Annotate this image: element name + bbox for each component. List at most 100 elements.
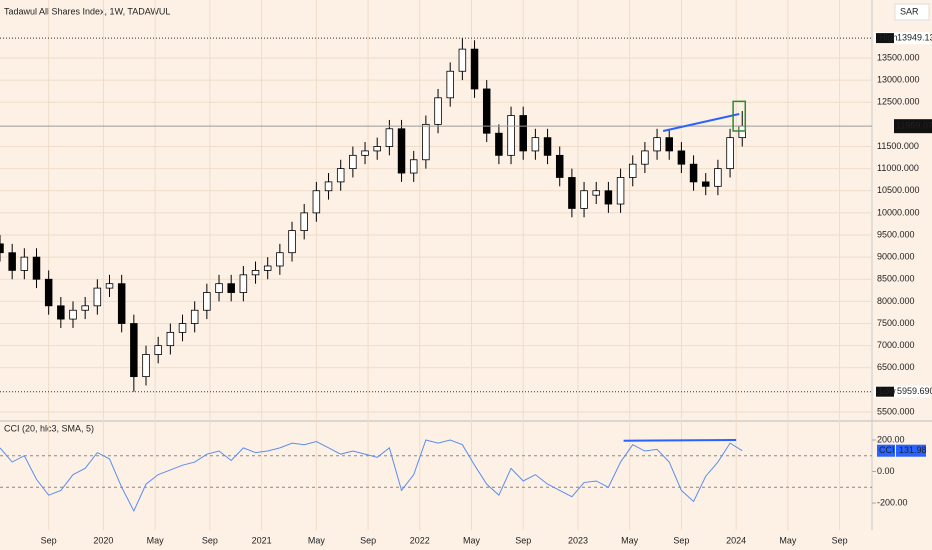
candle-body — [300, 212, 308, 231]
marker-value: 5959.690 — [897, 386, 932, 396]
candle-body — [324, 181, 333, 192]
y-tick-label: 7000.000 — [877, 340, 915, 350]
candle-body — [8, 252, 16, 271]
candle-body — [130, 323, 138, 378]
candle-body — [726, 137, 734, 170]
y-tick-label: 9000.000 — [877, 252, 915, 262]
candle-body — [263, 265, 272, 271]
candle-body — [312, 190, 321, 214]
marker-name: Low — [879, 386, 896, 396]
candle-body — [714, 168, 722, 187]
candle-body — [215, 283, 223, 293]
x-tick-label: Sep — [41, 535, 57, 545]
candle-body — [154, 345, 162, 355]
candle-body — [142, 354, 150, 378]
candle-body — [190, 309, 199, 324]
candle-body — [166, 331, 175, 347]
x-tick-label: 2020 — [93, 535, 113, 545]
marker-value: 13949.130 — [897, 32, 932, 42]
y-tick-label: 12500.000 — [877, 97, 920, 107]
marker-name: High — [879, 32, 898, 42]
y-tick-label: 10000.000 — [877, 207, 920, 217]
candle-body — [519, 115, 527, 152]
x-tick-label: May — [463, 535, 481, 545]
cci-value-box — [896, 444, 926, 457]
candle-body — [495, 132, 503, 156]
candle-body — [57, 305, 65, 320]
chart-title: Tadawul All Shares Index, 1W, TADAWUL — [4, 6, 170, 16]
candle-body — [276, 252, 284, 267]
trendline — [662, 113, 740, 132]
candle-body — [446, 70, 454, 99]
y-tick-label: 8500.000 — [877, 274, 915, 284]
candle-body — [385, 128, 394, 147]
candle-body — [81, 305, 89, 311]
x-tick-label: Sep — [673, 535, 689, 545]
candle-body — [628, 163, 637, 178]
candle-body — [409, 159, 418, 174]
candle-body — [203, 292, 211, 311]
y-tick-label: 13500.000 — [877, 52, 920, 62]
x-tick-label: 2021 — [252, 535, 272, 545]
candle-body — [251, 270, 260, 276]
candle-body — [20, 256, 29, 271]
candle-body — [701, 181, 710, 187]
y-tick-label: -200.00 — [877, 497, 908, 507]
candle-body — [422, 123, 430, 161]
last-price-label: 11959.070 — [896, 121, 932, 131]
x-tick-label: May — [147, 535, 165, 545]
candle-body — [239, 274, 248, 293]
candle-body — [458, 48, 467, 72]
y-tick-label: 11500.000 — [877, 141, 919, 151]
cci-legend: CCI — [879, 445, 895, 455]
candle-body — [397, 128, 406, 174]
candle-body — [507, 115, 515, 156]
candle-body — [665, 137, 673, 152]
candle-body — [641, 150, 649, 165]
x-tick-label: 2023 — [568, 535, 588, 545]
x-tick-label: 2024 — [726, 535, 746, 545]
candle-body — [470, 48, 479, 90]
x-tick-label: Sep — [360, 535, 376, 545]
trendline — [623, 438, 737, 442]
cci-line — [0, 439, 743, 513]
y-tick-label: 6500.000 — [877, 362, 915, 372]
candle-body — [349, 154, 357, 170]
y-tick-label: 8000.000 — [877, 296, 915, 306]
x-tick-label: May — [779, 535, 797, 545]
last-price-box — [894, 119, 932, 134]
x-tick-label: 2022 — [410, 535, 430, 545]
highlight-box — [732, 100, 747, 132]
currency[interactable]: SAR — [900, 6, 919, 16]
currency-box[interactable] — [894, 3, 930, 21]
x-tick-label: May — [621, 535, 639, 545]
y-tick-label: 13000.000 — [877, 74, 920, 84]
candle-body — [105, 283, 114, 289]
candle-body — [482, 88, 491, 134]
candle-body — [69, 309, 77, 320]
candle-body — [434, 97, 442, 125]
x-tick-label: Sep — [515, 535, 531, 545]
x-tick-label: Sep — [832, 535, 848, 545]
candle-body — [227, 283, 235, 293]
candle-body — [677, 150, 686, 165]
candle-body — [555, 154, 564, 178]
candle-body — [568, 177, 576, 209]
candle-body — [288, 230, 296, 254]
candle-body — [373, 146, 381, 152]
candle-body — [689, 163, 698, 183]
y-tick-label: 10500.000 — [877, 185, 920, 195]
candle-body — [592, 190, 600, 196]
candle-body — [531, 137, 540, 152]
marker-name-box — [876, 386, 894, 397]
y-tick-label: 11000.000 — [877, 163, 919, 173]
y-tick-label: 9500.000 — [877, 229, 915, 239]
candle-body — [580, 190, 588, 209]
candle-body — [117, 283, 126, 324]
y-tick-label: 7500.000 — [877, 318, 915, 328]
x-tick-label: May — [308, 535, 326, 545]
cci-last-value: 131.98 — [899, 445, 927, 455]
y-tick-label: 5500.000 — [877, 406, 915, 416]
candle-body — [653, 137, 661, 152]
